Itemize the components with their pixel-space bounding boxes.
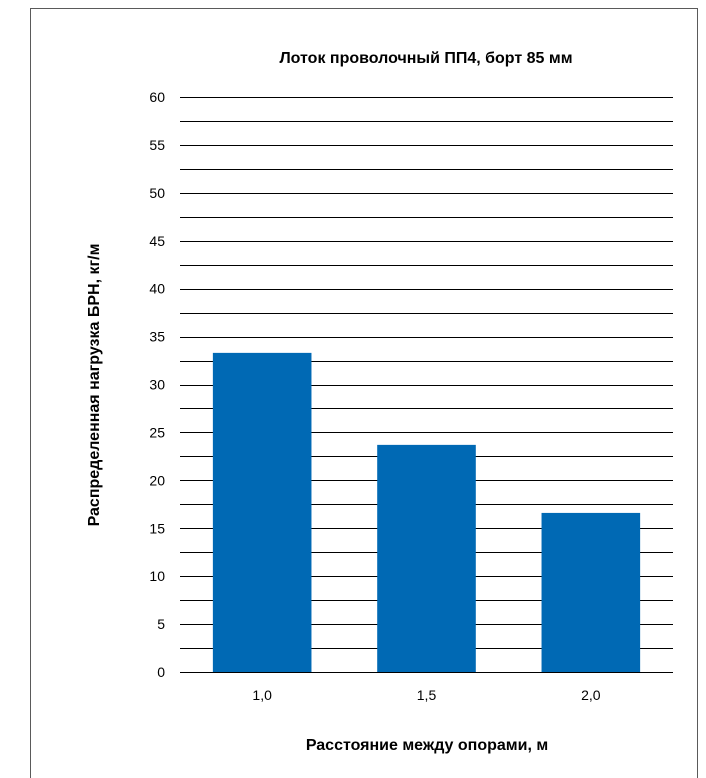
x-tick-label: 1,0 — [252, 687, 272, 703]
y-tick-label: 10 — [149, 568, 165, 584]
y-tick-label: 60 — [149, 89, 165, 105]
y-axis-label: Распределенная нагрузка БРН, кг/м — [86, 244, 103, 527]
bar-3 — [541, 512, 641, 672]
chart-title: Лоток проволочный ПП4, борт 85 мм — [279, 50, 572, 67]
x-tick-label: 2,0 — [581, 687, 601, 703]
y-tick-label: 0 — [157, 664, 165, 680]
bar-2 — [377, 444, 476, 672]
x-axis-ticks: 1,0 1,5 2,0 — [252, 687, 600, 703]
y-tick-label: 35 — [149, 329, 165, 345]
y-tick-label: 20 — [149, 472, 165, 488]
chart-frame — [30, 8, 698, 778]
y-tick-label: 40 — [149, 281, 165, 297]
bars — [212, 352, 641, 672]
y-tick-label: 50 — [149, 185, 165, 201]
y-tick-label: 55 — [149, 137, 165, 153]
y-tick-label: 30 — [149, 377, 165, 393]
y-tick-label: 45 — [149, 233, 165, 249]
y-axis-ticks: 0 5 10 15 20 25 30 35 40 45 50 55 60 — [149, 89, 165, 680]
y-tick-label: 25 — [149, 424, 165, 440]
bar-1 — [212, 352, 312, 672]
y-tick-label: 5 — [157, 616, 165, 632]
x-tick-label: 1,5 — [417, 687, 437, 703]
x-axis-label: Расстояние между опорами, м — [306, 737, 548, 754]
y-tick-label: 15 — [149, 520, 165, 536]
